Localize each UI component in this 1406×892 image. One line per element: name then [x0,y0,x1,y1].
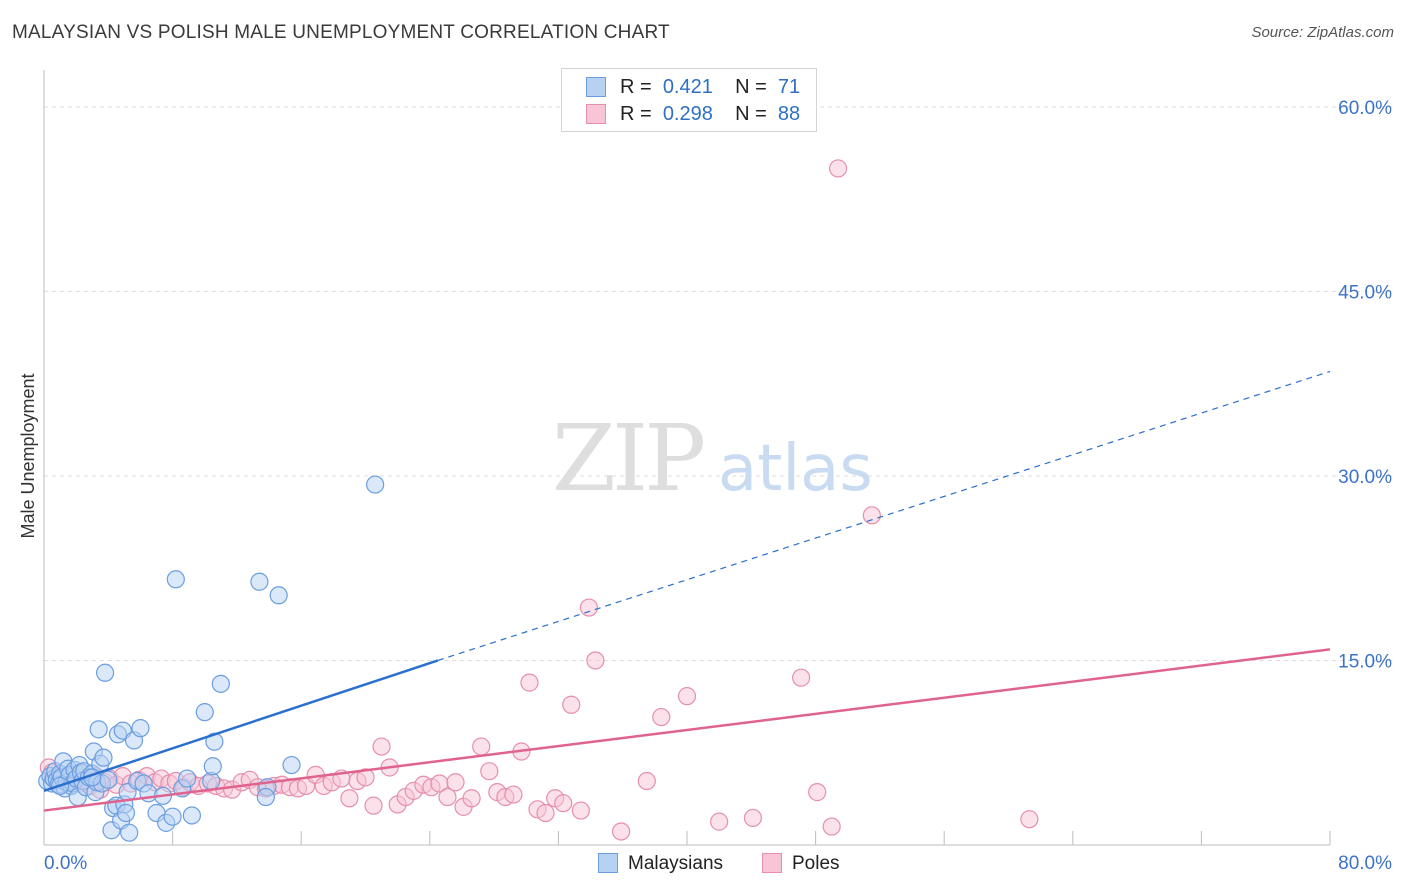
y-tick-label-3: 60.0% [1338,98,1392,119]
malaysians-point [282,755,301,775]
poles-point [438,787,457,807]
chart-title: MALAYSIAN VS POLISH MALE UNEMPLOYMENT CO… [12,22,670,43]
r-value: 0.421 [662,76,713,98]
malaysians-point [89,720,108,739]
y-tick-label-2: 45.0% [1338,282,1392,303]
poles-point [677,687,697,706]
poles-point [579,598,599,617]
poles-point [808,783,827,802]
tick-labels: 15.0% 30.0% 45.0% 60.0% 0.0% 80.0% [44,98,1392,874]
malaysians-point [94,748,113,767]
grid [44,106,1392,661]
malaysians-point [166,570,185,589]
correlation-legend: R = 0.421 N = 71 R = 0.298 N = 88 [561,68,817,132]
poles-point [462,789,481,808]
malaysians-point [195,703,214,722]
n-value: 88 [777,103,801,125]
malaysians-trend-extension [437,370,1331,662]
poles-legend-swatch [762,853,782,873]
poles-swatch [586,104,606,124]
malaysians-point [95,663,115,682]
malaysians-trend-line [43,659,439,793]
legend-item-malaysians: Malaysians [598,852,723,878]
poles-point [637,771,656,791]
legend-item-poles: Poles [762,852,840,878]
trend-lines [43,370,1331,812]
poles-point [520,673,539,692]
malaysians-point [250,572,269,591]
malaysians-point [163,807,182,826]
poles-point [562,695,581,714]
poles-point [571,801,591,820]
poles-point [472,737,491,756]
malaysians-point [203,757,222,776]
poles-point [792,668,811,687]
n-label: N = [735,76,767,98]
r-label: R = [620,103,652,125]
poles-point [862,506,881,525]
poles-point [372,737,391,756]
poles-point [822,817,841,836]
n-label: N = [735,103,767,125]
poles-point [536,803,555,823]
poles-point [611,822,631,841]
malaysians-point [99,770,118,789]
watermark: ZIP atlas [552,405,873,512]
poles-point [446,773,465,792]
r-value: 0.298 [662,103,713,125]
malaysians-point [131,719,150,738]
malaysians-point [211,674,230,693]
malaysians-point [116,803,136,823]
n-value: 71 [777,76,801,98]
poles-point [340,789,359,808]
y-axis-title: Male Unemployment [18,373,38,538]
malaysians-legend-swatch [598,853,618,873]
poles-points [39,159,1039,841]
malaysians-point [182,806,201,825]
watermark-atlas: atlas [718,432,873,506]
poles-point [829,159,848,178]
y-axis-title-group: Male Unemployment [18,373,38,538]
malaysians-points [38,475,385,842]
poles-point [652,707,671,727]
malaysians-swatch [586,77,606,97]
malaysians-point [120,823,139,842]
poles-point [554,794,573,813]
poles-point [586,651,605,670]
x-tick-label-min: 0.0% [44,853,87,874]
malaysians-point [366,475,385,494]
x-tick-label-max: 80.0% [1338,853,1392,874]
poles-point [480,762,499,781]
malaysians-point [177,769,197,788]
poles-trend-line [43,648,1331,812]
poles-point [504,785,523,804]
legend-stats-poles: R = 0.298 N = 88 [620,101,800,127]
source-label: Source: ZipAtlas.com [1251,24,1394,41]
poles-point [710,812,729,831]
poles-point [1020,810,1039,829]
legend-stats-malaysians: R = 0.421 N = 71 [620,74,800,100]
malaysians-point [269,586,288,605]
poles-point [364,796,383,815]
axes [43,70,1331,846]
watermark-zip: ZIP [552,405,703,512]
y-tick-label-0: 15.0% [1338,651,1392,672]
poles-point [356,768,375,787]
poles-point [743,808,763,828]
r-label: R = [620,76,652,98]
y-tick-label-1: 30.0% [1338,467,1392,488]
malaysians-point [256,787,275,807]
legend-label-poles: Poles [792,853,840,874]
legend-label-malaysians: Malaysians [628,853,724,874]
